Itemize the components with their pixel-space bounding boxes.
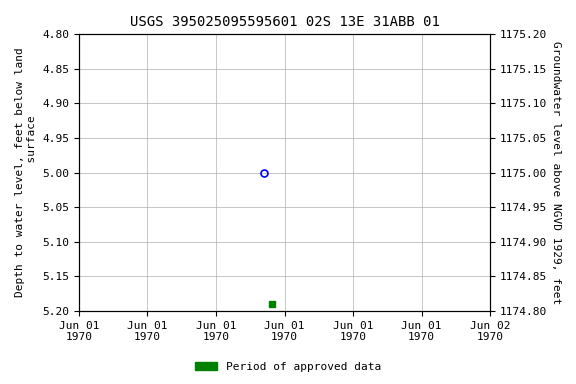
Title: USGS 395025095595601 02S 13E 31ABB 01: USGS 395025095595601 02S 13E 31ABB 01 [130, 15, 439, 29]
Y-axis label: Groundwater level above NGVD 1929, feet: Groundwater level above NGVD 1929, feet [551, 41, 561, 304]
Y-axis label: Depth to water level, feet below land
          surface: Depth to water level, feet below land su… [15, 48, 37, 298]
Legend: Period of approved data: Period of approved data [191, 358, 385, 377]
